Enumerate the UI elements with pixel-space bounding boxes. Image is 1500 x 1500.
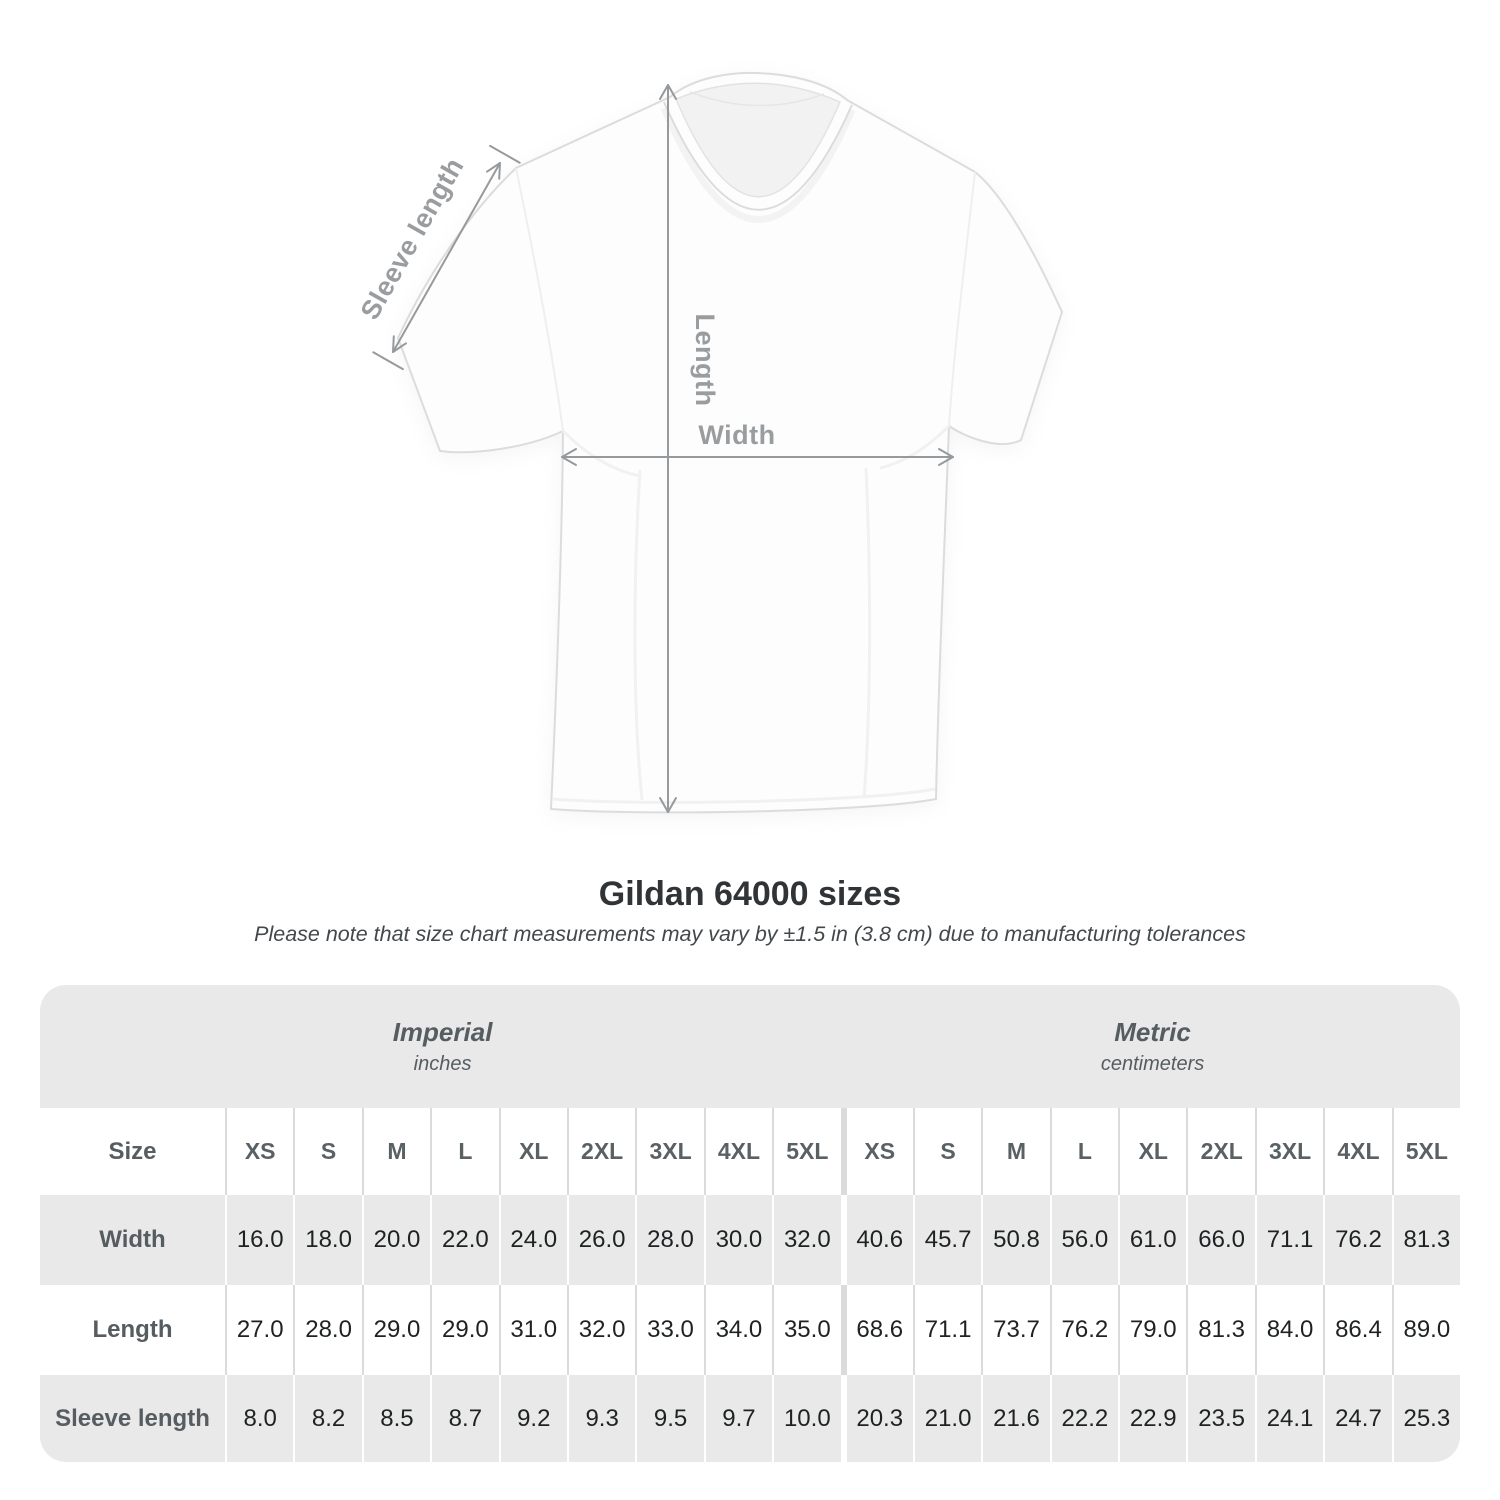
table-cell: 20.0 <box>361 1195 430 1285</box>
imperial-title: Imperial <box>392 1017 493 1047</box>
metric-unit: centimeters <box>1100 1053 1205 1075</box>
row-label-length: Length <box>92 1316 173 1343</box>
table-cell: 50.8 <box>981 1195 1049 1285</box>
table-cell: 9.7 <box>703 1375 772 1462</box>
table-cell: 21.6 <box>981 1375 1049 1462</box>
table-row-sleeve-length: Sleeve length 8.0 8.2 8.5 8.7 9.2 9.3 9.… <box>40 1375 1460 1462</box>
width-label: Width <box>698 420 775 450</box>
table-row-length: Length 27.0 28.0 29.0 29.0 31.0 32.0 33.… <box>40 1285 1460 1375</box>
col-header-imperial-5xl: 5XL <box>772 1108 840 1195</box>
table-cell: 22.2 <box>1049 1375 1118 1462</box>
col-header-metric-3xl: 3XL <box>1254 1108 1323 1195</box>
table-cell: 81.3 <box>1391 1195 1460 1285</box>
table-cell: 45.7 <box>912 1195 981 1285</box>
table-cell: 32.0 <box>772 1195 840 1285</box>
table-cell: 68.6 <box>840 1285 913 1375</box>
table-cell: 9.3 <box>566 1375 635 1462</box>
col-header-metric-s: S <box>912 1108 981 1195</box>
table-cell: 33.0 <box>635 1285 703 1375</box>
table-cell: 26.0 <box>566 1195 635 1285</box>
table-row-width: Width 16.0 18.0 20.0 22.0 24.0 26.0 28.0… <box>40 1195 1460 1285</box>
table-cell: 79.0 <box>1118 1285 1186 1375</box>
row-label-sleeve-length: Sleeve length <box>55 1404 210 1432</box>
tshirt-size-diagram: Sleeve length Length Width <box>355 71 1064 814</box>
col-header-metric-xs: XS <box>840 1108 913 1195</box>
table-cell: 24.7 <box>1323 1375 1391 1462</box>
table-cell: 18.0 <box>293 1195 361 1285</box>
col-header-imperial-xl: XL <box>498 1108 567 1195</box>
table-cell: 56.0 <box>1049 1195 1118 1285</box>
table-cell: 35.0 <box>772 1285 840 1375</box>
table-cell: 24.0 <box>498 1195 567 1285</box>
table-cell: 81.3 <box>1186 1285 1254 1375</box>
sleeve-length-arrow <box>372 144 521 371</box>
table-cell: 8.0 <box>225 1375 293 1462</box>
length-label: Length <box>690 314 720 407</box>
table-cell: 86.4 <box>1323 1285 1391 1375</box>
unit-system-header: Imperial inches Metric centimeters <box>40 985 1460 1108</box>
table-cell: 20.3 <box>840 1375 913 1462</box>
row-label-width: Width <box>99 1226 166 1253</box>
col-header-imperial-xs: XS <box>225 1108 293 1195</box>
col-header-metric-5xl: 5XL <box>1391 1108 1460 1195</box>
imperial-unit: inches <box>413 1053 472 1075</box>
table-cell: 8.7 <box>430 1375 498 1462</box>
table-cell: 9.5 <box>635 1375 703 1462</box>
table-cell: 9.2 <box>498 1375 567 1462</box>
table-cell: 31.0 <box>498 1285 567 1375</box>
table-cell: 24.1 <box>1254 1375 1323 1462</box>
col-header-metric-2xl: 2XL <box>1186 1108 1254 1195</box>
col-header-imperial-2xl: 2XL <box>566 1108 635 1195</box>
table-cell: 23.5 <box>1186 1375 1254 1462</box>
col-header-imperial-l: L <box>430 1108 498 1195</box>
table-cell: 71.1 <box>912 1285 981 1375</box>
table-cell: 29.0 <box>430 1285 498 1375</box>
table-cell: 22.0 <box>430 1195 498 1285</box>
col-header-metric-xl: XL <box>1118 1108 1186 1195</box>
table-cell: 8.2 <box>293 1375 361 1462</box>
size-header-label: Size <box>108 1137 157 1165</box>
tolerance-note: Please note that size chart measurements… <box>254 922 1246 946</box>
size-header-row: Size XS S M L XL 2XL 3XL 4XL 5XL XS S M … <box>40 1108 1460 1195</box>
table-cell: 34.0 <box>703 1285 772 1375</box>
table-cell: 40.6 <box>840 1195 913 1285</box>
table-cell: 28.0 <box>293 1285 361 1375</box>
col-header-imperial-3xl: 3XL <box>635 1108 703 1195</box>
table-cell: 25.3 <box>1391 1375 1460 1462</box>
table-cell: 76.2 <box>1049 1285 1118 1375</box>
table-cell: 71.1 <box>1254 1195 1323 1285</box>
size-chart-table: Imperial inches Metric centimeters Size … <box>40 985 1460 1462</box>
table-cell: 76.2 <box>1323 1195 1391 1285</box>
table-cell: 73.7 <box>981 1285 1049 1375</box>
table-cell: 21.0 <box>912 1375 981 1462</box>
col-header-imperial-4xl: 4XL <box>703 1108 772 1195</box>
col-header-metric-4xl: 4XL <box>1323 1108 1391 1195</box>
tshirt-illustration <box>396 71 1064 814</box>
col-header-metric-l: L <box>1049 1108 1118 1195</box>
table-cell: 16.0 <box>225 1195 293 1285</box>
width-arrow <box>561 448 954 466</box>
table-cell: 61.0 <box>1118 1195 1186 1285</box>
metric-section-header: Metric centimeters <box>845 985 1460 1108</box>
col-header-metric-m: M <box>981 1108 1049 1195</box>
table-cell: 10.0 <box>772 1375 840 1462</box>
col-header-imperial-s: S <box>293 1108 361 1195</box>
col-header-imperial-m: M <box>361 1108 430 1195</box>
imperial-section-header: Imperial inches <box>40 985 845 1108</box>
length-arrow <box>659 84 677 813</box>
metric-title: Metric <box>1114 1017 1191 1047</box>
table-cell: 66.0 <box>1186 1195 1254 1285</box>
table-cell: 84.0 <box>1254 1285 1323 1375</box>
table-cell: 89.0 <box>1391 1285 1460 1375</box>
table-cell: 27.0 <box>225 1285 293 1375</box>
table-cell: 30.0 <box>703 1195 772 1285</box>
tshirt-diagram-svg: Sleeve length Length Width <box>355 71 1064 814</box>
table-cell: 22.9 <box>1118 1375 1186 1462</box>
page-title: Gildan 64000 sizes <box>598 875 902 913</box>
table-cell: 8.5 <box>361 1375 430 1462</box>
table-cell: 29.0 <box>361 1285 430 1375</box>
table-cell: 28.0 <box>635 1195 703 1285</box>
table-cell: 32.0 <box>566 1285 635 1375</box>
